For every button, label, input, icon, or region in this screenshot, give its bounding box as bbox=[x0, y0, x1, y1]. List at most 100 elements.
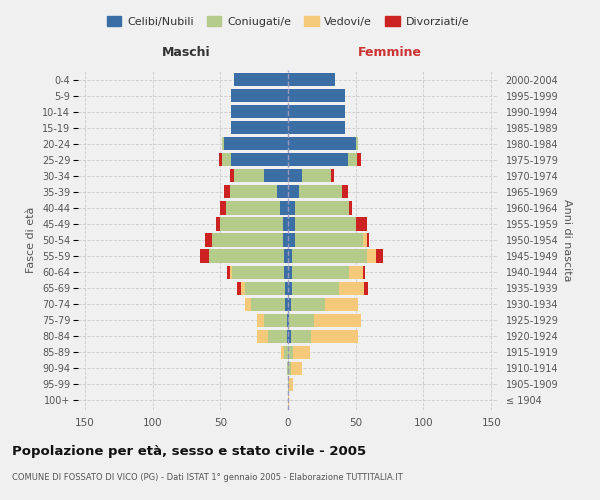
Bar bbox=[287, 314, 288, 327]
Bar bbox=[219, 153, 221, 166]
Bar bbox=[288, 346, 293, 359]
Bar bbox=[292, 250, 367, 262]
Bar bbox=[288, 121, 345, 134]
Bar bbox=[245, 282, 285, 294]
Bar bbox=[288, 218, 295, 230]
Bar bbox=[245, 298, 251, 310]
Bar bbox=[263, 314, 287, 327]
Bar bbox=[221, 153, 231, 166]
Bar bbox=[212, 234, 283, 246]
Bar bbox=[288, 378, 289, 391]
Bar bbox=[340, 282, 364, 294]
Bar bbox=[295, 202, 349, 214]
Text: Femmine: Femmine bbox=[358, 46, 422, 59]
Text: COMUNE DI FOSSATO DI VICO (PG) - Dati ISTAT 1° gennaio 2005 - Elaborazione TUTTI: COMUNE DI FOSSATO DI VICO (PG) - Dati IS… bbox=[12, 472, 403, 482]
Bar bbox=[288, 105, 345, 118]
Bar bbox=[311, 330, 358, 343]
Bar bbox=[284, 346, 288, 359]
Bar bbox=[288, 137, 356, 150]
Bar bbox=[288, 234, 295, 246]
Bar bbox=[291, 330, 311, 343]
Bar bbox=[241, 282, 245, 294]
Bar bbox=[227, 266, 230, 278]
Bar bbox=[283, 218, 288, 230]
Bar bbox=[284, 250, 288, 262]
Bar bbox=[285, 282, 288, 294]
Bar bbox=[299, 186, 342, 198]
Bar bbox=[287, 330, 288, 343]
Bar bbox=[288, 250, 292, 262]
Bar bbox=[289, 314, 314, 327]
Bar bbox=[362, 266, 365, 278]
Bar bbox=[234, 170, 263, 182]
Bar bbox=[356, 218, 367, 230]
Bar bbox=[295, 234, 362, 246]
Bar bbox=[376, 250, 383, 262]
Bar bbox=[288, 73, 335, 86]
Bar bbox=[224, 186, 230, 198]
Bar bbox=[226, 202, 280, 214]
Bar bbox=[349, 202, 352, 214]
Bar bbox=[287, 362, 288, 375]
Bar bbox=[364, 282, 368, 294]
Bar bbox=[325, 298, 358, 310]
Bar bbox=[288, 394, 289, 407]
Bar bbox=[289, 378, 293, 391]
Bar bbox=[277, 186, 288, 198]
Bar bbox=[288, 330, 291, 343]
Bar bbox=[224, 137, 288, 150]
Bar bbox=[367, 234, 369, 246]
Bar bbox=[205, 234, 212, 246]
Bar bbox=[268, 330, 287, 343]
Bar bbox=[220, 202, 226, 214]
Bar bbox=[292, 266, 349, 278]
Bar bbox=[200, 250, 209, 262]
Bar bbox=[288, 89, 345, 102]
Bar bbox=[347, 153, 357, 166]
Bar bbox=[288, 170, 302, 182]
Bar bbox=[234, 73, 288, 86]
Bar bbox=[280, 202, 288, 214]
Bar bbox=[293, 346, 310, 359]
Bar bbox=[263, 170, 288, 182]
Bar bbox=[302, 170, 331, 182]
Bar bbox=[288, 202, 295, 214]
Bar bbox=[231, 89, 288, 102]
Bar bbox=[357, 153, 361, 166]
Bar bbox=[292, 282, 340, 294]
Bar bbox=[349, 266, 362, 278]
Bar bbox=[220, 218, 283, 230]
Legend: Celibi/Nubili, Coniugati/e, Vedovi/e, Divorziati/e: Celibi/Nubili, Coniugati/e, Vedovi/e, Di… bbox=[104, 13, 472, 30]
Bar bbox=[230, 170, 234, 182]
Bar bbox=[236, 282, 241, 294]
Y-axis label: Anni di nascita: Anni di nascita bbox=[562, 198, 572, 281]
Bar bbox=[257, 330, 268, 343]
Bar bbox=[291, 298, 325, 310]
Bar bbox=[209, 250, 284, 262]
Bar bbox=[230, 186, 277, 198]
Bar bbox=[288, 282, 292, 294]
Y-axis label: Fasce di età: Fasce di età bbox=[26, 207, 37, 273]
Bar bbox=[283, 234, 288, 246]
Bar bbox=[288, 186, 299, 198]
Text: Popolazione per età, sesso e stato civile - 2005: Popolazione per età, sesso e stato civil… bbox=[12, 445, 366, 458]
Bar bbox=[295, 218, 356, 230]
Bar bbox=[356, 137, 358, 150]
Bar bbox=[231, 105, 288, 118]
Bar bbox=[257, 314, 263, 327]
Bar bbox=[342, 186, 347, 198]
Bar bbox=[231, 121, 288, 134]
Text: Maschi: Maschi bbox=[162, 46, 211, 59]
Bar bbox=[281, 346, 284, 359]
Bar bbox=[362, 234, 367, 246]
Bar bbox=[288, 298, 291, 310]
Bar bbox=[230, 266, 232, 278]
Bar bbox=[231, 153, 288, 166]
Bar bbox=[288, 362, 291, 375]
Bar bbox=[216, 218, 220, 230]
Bar bbox=[221, 137, 224, 150]
Bar bbox=[314, 314, 361, 327]
Bar bbox=[288, 266, 292, 278]
Bar bbox=[291, 362, 302, 375]
Bar bbox=[367, 250, 376, 262]
